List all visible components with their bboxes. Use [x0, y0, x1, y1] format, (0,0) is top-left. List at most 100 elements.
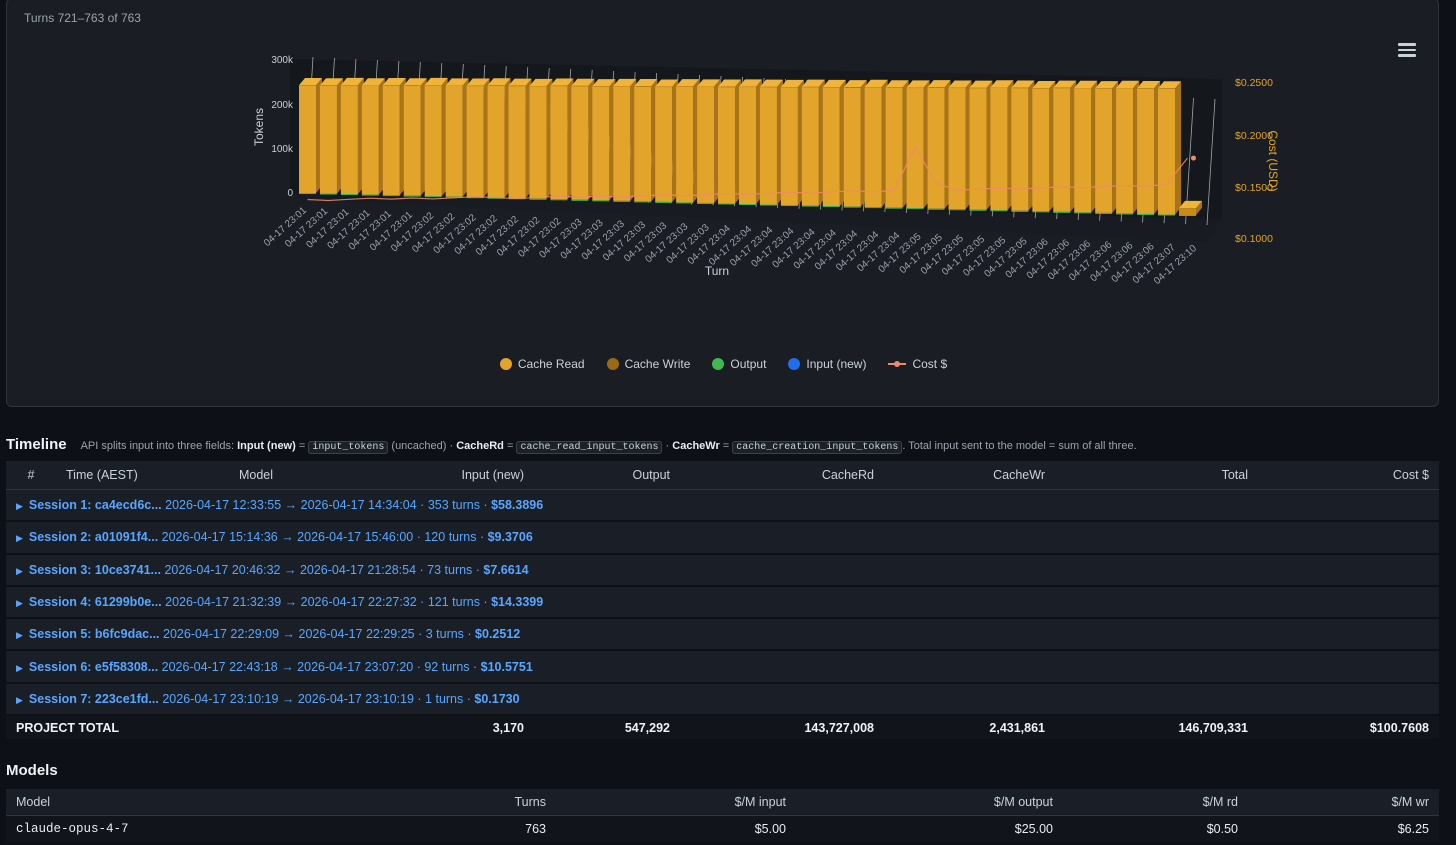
session-cost: $0.1730: [474, 691, 520, 706]
session-row[interactable]: ▶ Session 4: 61299b0e... 2026-04-17 21:32…: [6, 585, 1439, 619]
bar-cache-write: [739, 86, 756, 88]
bar-cache-write: [466, 85, 484, 87]
col-model-turns[interactable]: Turns: [336, 789, 556, 816]
expand-caret-icon[interactable]: ▶: [16, 630, 23, 641]
bar-cache-write: [592, 86, 610, 87]
bar-cache-write: [529, 86, 547, 87]
expand-caret-icon[interactable]: ▶: [16, 694, 23, 705]
bar-output: [529, 198, 547, 200]
session-row[interactable]: ▶ Session 7: 223ce1fd... 2026-04-17 23:10…: [6, 682, 1439, 716]
bar-top-face: [1137, 81, 1161, 89]
session-summary: ▶ Session 5: b6fc9dac... 2026-04-17 22:29…: [6, 618, 1439, 650]
bar-output: [885, 207, 903, 209]
session-row[interactable]: ▶ Session 5: b6fc9dac... 2026-04-17 22:29…: [6, 618, 1439, 651]
bar-top-face: [1158, 81, 1182, 89]
bar-cache-write: [424, 85, 442, 86]
col-model-input[interactable]: $/M input: [556, 789, 796, 816]
bar-top-face: [592, 79, 616, 87]
total-cost: $100.7608: [1369, 720, 1429, 735]
session-row[interactable]: ▶ Session 2: a01091f4... 2026-04-17 15:14…: [6, 521, 1439, 554]
bar-output: [361, 194, 379, 196]
bar-cache-read: [1116, 88, 1134, 214]
bar-output: [1011, 210, 1029, 212]
model-input-price: $5.00: [754, 821, 786, 836]
session-turns: 1 turns ·: [425, 691, 475, 706]
session-row[interactable]: ▶ Session 6: e5f58308... 2026-04-17 22:43…: [6, 650, 1439, 683]
session-turns: 3 turns ·: [425, 627, 476, 642]
bar-output: [299, 193, 316, 194]
bar-cache-read: [801, 87, 819, 206]
legend-item[interactable]: Input (new): [788, 357, 866, 371]
col-model-name[interactable]: Model: [6, 789, 336, 816]
y-axis-label: Tokens: [252, 108, 266, 146]
col-num[interactable]: #: [6, 461, 56, 490]
bar-top-face: [718, 79, 742, 87]
models-header-row: Model Turns $/M input $/M output $/M rd …: [6, 789, 1439, 816]
bar-output: [676, 202, 694, 204]
bar-top-face: [906, 80, 930, 88]
col-cache-wr[interactable]: CacheWr: [884, 461, 1055, 490]
bar-cache-read: [299, 85, 316, 193]
bar-top-face: [634, 79, 658, 87]
col-cost[interactable]: Cost $: [1258, 461, 1439, 490]
bar-cache-read: [927, 87, 945, 209]
bar-cache-read: [613, 86, 631, 201]
col-model-output[interactable]: $/M output: [796, 789, 1063, 816]
expand-caret-icon[interactable]: ▶: [16, 662, 23, 673]
y2-tick-label: $0.1500: [1235, 182, 1273, 194]
bar-cache-read: [529, 86, 547, 199]
session-summary: ▶ Session 7: 223ce1fd... 2026-04-17 23:10…: [6, 683, 1439, 715]
bar-cache-read: [864, 87, 882, 208]
expand-caret-icon[interactable]: ▶: [16, 565, 23, 576]
session-range: 2026-04-17 23:10:19 → 2026-04-17 23:10:1…: [162, 691, 426, 706]
session-summary: ▶ Session 1: ca4ecd6c... 2026-04-17 12:33…: [6, 489, 1439, 521]
bar-output: [1053, 211, 1071, 213]
bar-output: [1158, 214, 1176, 216]
col-total[interactable]: Total: [1055, 461, 1258, 490]
col-output[interactable]: Output: [534, 461, 680, 490]
bar-top-face: [822, 79, 846, 88]
session-range: 2026-04-17 15:14:36 → 2026-04-17 15:46:0…: [161, 530, 425, 545]
session-row[interactable]: ▶ Session 3: 10ce3741... 2026-04-17 20:46…: [6, 553, 1439, 586]
legend-item[interactable]: Output: [712, 357, 766, 371]
y-tick-label: 300k: [271, 55, 294, 66]
legend-item[interactable]: Cache Read: [499, 357, 585, 371]
bar-cache-write: [361, 85, 379, 86]
bar-output: [1116, 213, 1134, 215]
timeline-note: API splits input into three fields: Inpu…: [80, 440, 1137, 454]
session-summary: ▶ Session 2: a01091f4... 2026-04-17 15:14…: [6, 521, 1439, 553]
legend-item[interactable]: Cache Write: [606, 357, 690, 371]
bar-side-face: [1175, 81, 1182, 215]
col-input[interactable]: Input (new): [356, 461, 534, 490]
bar-cache-read: [1137, 88, 1155, 214]
model-wr-price: $6.25: [1397, 821, 1429, 836]
timeline-table: # Time (AEST) Model Input (new) Output C…: [6, 461, 1439, 740]
expand-caret-icon[interactable]: ▶: [16, 500, 23, 511]
bar-cache-read: [739, 86, 756, 204]
bar-cache-write: [676, 86, 694, 87]
bar-cache-write: [927, 87, 945, 88]
bar-top-face: [1095, 81, 1119, 89]
session-row[interactable]: ▶ Session 1: ca4ecd6c... 2026-04-17 12:33…: [6, 489, 1439, 522]
bar-cache-read: [655, 86, 673, 202]
legend-item[interactable]: Cost $: [888, 357, 947, 371]
col-model[interactable]: Model: [156, 461, 356, 490]
bar-cache-read: [822, 87, 840, 207]
col-model-rd[interactable]: $/M rd: [1063, 789, 1248, 816]
col-model-wr[interactable]: $/M wr: [1248, 789, 1439, 816]
bar-top-face: [466, 78, 490, 86]
bar-cache-write: [1158, 88, 1176, 89]
col-cache-rd[interactable]: CacheRd: [680, 461, 884, 490]
legend-label: Cost $: [912, 357, 948, 371]
bar-top-face: [864, 79, 888, 87]
expand-caret-icon[interactable]: ▶: [16, 533, 23, 544]
bar-cache-read: [319, 85, 337, 194]
bar-cache-write: [299, 85, 316, 86]
bar-top-face: [319, 78, 343, 86]
hamburger-menu-icon[interactable]: [1398, 43, 1416, 59]
col-time[interactable]: Time (AEST): [56, 461, 156, 490]
chart-gridline: [1206, 98, 1216, 226]
bar-top-face: [801, 79, 825, 87]
bar-cache-read: [340, 85, 358, 195]
expand-caret-icon[interactable]: ▶: [16, 598, 23, 609]
